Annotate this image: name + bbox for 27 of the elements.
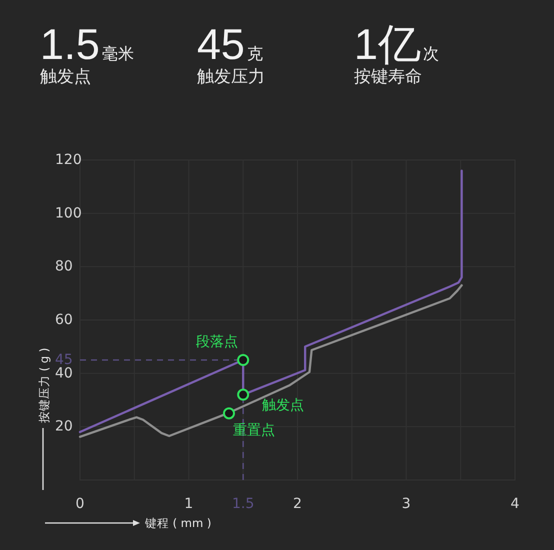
ref-label-x: 1.5 [232, 496, 254, 512]
x-tick-label: 2 [293, 496, 302, 512]
y-axis-title: 按键压力 ( g ) [37, 348, 51, 423]
ref-label-y: 45 [55, 352, 73, 368]
stat-caption: 按键寿命 [354, 67, 422, 87]
point-label: 触发点 [262, 398, 304, 414]
stat-unit: 次 [422, 44, 439, 63]
y-tick-label: 80 [55, 258, 73, 275]
point-label: 重置点 [233, 422, 275, 438]
stat-value: 1亿 [354, 21, 421, 69]
x-tick-label: 4 [510, 496, 520, 512]
y-tick-label: 60 [55, 312, 73, 328]
x-tick-label: 3 [402, 496, 411, 512]
stat-unit: 克 [246, 44, 263, 63]
stat-caption: 触发压力 [197, 67, 265, 87]
stat-caption: 触发点 [40, 67, 91, 87]
x-tick-label: 1 [184, 496, 194, 512]
stat-unit: 毫米 [102, 44, 134, 63]
stat-value: 1.5 [40, 21, 100, 69]
y-tick-label: 100 [55, 205, 82, 222]
point-label: 段落点 [196, 334, 238, 350]
x-axis-title: 键程 ( mm ) [145, 516, 212, 530]
y-tick-label: 20 [55, 418, 73, 435]
x-tick-label: 0 [76, 496, 84, 512]
y-tick-label: 120 [55, 152, 82, 168]
stat-value: 45 [197, 21, 245, 69]
y-tick-label: 40 [55, 365, 73, 382]
